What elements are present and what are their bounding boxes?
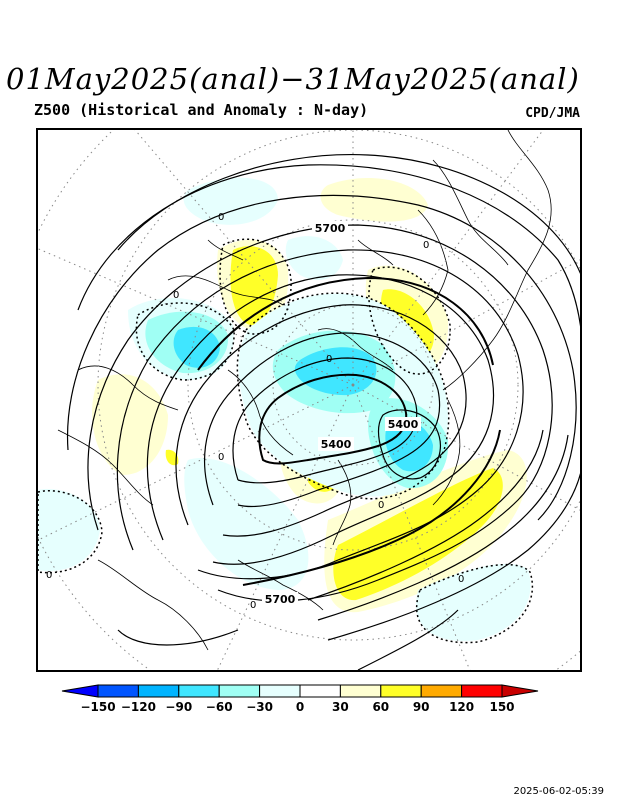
contour-label-5700-top: 5700 — [315, 222, 346, 235]
colorbar-tick-label: −150 — [80, 700, 116, 714]
colorbar-swatch — [97, 684, 139, 698]
zero-label: 0 — [173, 290, 179, 301]
colorbar-tick-label: 150 — [489, 700, 515, 714]
zero-anomaly-contours — [38, 238, 534, 644]
zero-label: 0 — [218, 212, 224, 223]
colorbar-swatch — [259, 684, 301, 698]
zero-labels: 0 0 0 0 0 0 0 0 0 — [46, 212, 464, 611]
colorbar-tick-label: −30 — [246, 700, 273, 714]
zero-label: 0 — [378, 500, 384, 511]
negative-anomaly-strong — [173, 326, 433, 472]
colorbar-tick-label: 0 — [295, 700, 305, 714]
colorbar-tick-label: 30 — [332, 700, 349, 714]
coastlines — [57, 130, 552, 651]
colorbar-tick-label: 60 — [372, 700, 390, 714]
map-svg: 5700 5400 5400 5700 0 0 0 0 0 0 0 0 0 — [38, 130, 580, 670]
contour-label-5400-east: 5400 — [388, 418, 419, 431]
contour-labels: 5700 5400 5400 5700 — [262, 221, 421, 606]
colorbar-tick-label: −90 — [165, 700, 193, 714]
colorbar-swatch — [137, 684, 180, 698]
colorbar — [61, 684, 539, 698]
colorbar-swatch — [380, 684, 422, 698]
colorbar-swatch — [218, 684, 261, 698]
colorbar-swatch — [299, 684, 341, 698]
zero-label: 0 — [46, 570, 52, 581]
chart-title: 01May2025(anal)−31May2025(anal) — [6, 62, 580, 96]
agency-label: CPD/JMA — [525, 106, 580, 121]
colorbar-tick-label: 120 — [449, 700, 475, 714]
contour-label-5400-center: 5400 — [321, 438, 352, 451]
zero-label: 0 — [423, 240, 429, 251]
chart-subtitle: Z500 (Historical and Anomaly : N-day) — [34, 101, 369, 119]
colorbar-arrow-high — [501, 684, 539, 698]
zero-label: 0 — [250, 600, 256, 611]
colorbar-arrow-low — [61, 684, 99, 698]
colorbar-swatch — [178, 684, 220, 698]
polar-map: 5700 5400 5400 5700 0 0 0 0 0 0 0 0 0 — [36, 128, 582, 672]
graticule — [38, 130, 580, 670]
timestamp: 2025-06-02-05:39 — [513, 786, 604, 797]
colorbar-labels: −150 −120 −90 −60 −30 0 30 60 90 120 150 — [60, 700, 540, 716]
contour-label-5700-bottom: 5700 — [265, 593, 296, 606]
zero-label: 0 — [326, 354, 332, 365]
colorbar-tick-label: −120 — [120, 700, 156, 714]
colorbar-swatch — [420, 684, 463, 698]
colorbar-swatch — [339, 684, 382, 698]
height-contours — [66, 153, 580, 670]
zero-label: 0 — [458, 574, 464, 585]
colorbar-swatch — [461, 684, 503, 698]
zero-label: 0 — [218, 452, 224, 463]
colorbar-tick-label: −60 — [205, 700, 233, 714]
colorbar-tick-label: 90 — [412, 700, 430, 714]
